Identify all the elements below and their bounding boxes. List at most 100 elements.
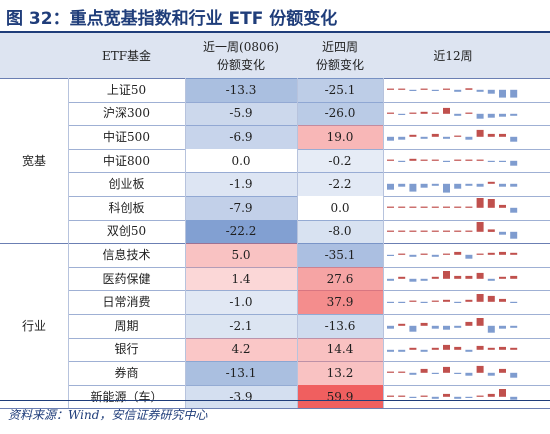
spark-bar xyxy=(420,111,428,114)
spark-bar xyxy=(420,302,428,304)
spark-bar xyxy=(510,113,518,116)
spark-bar xyxy=(465,88,473,90)
spark-bar xyxy=(409,372,417,375)
fund-name: 创业板 xyxy=(108,177,145,192)
week-change: -6.9 xyxy=(185,125,297,149)
week-change: -1.0 xyxy=(185,290,297,314)
fund-name: 券商 xyxy=(114,365,139,380)
sparkline-12-weeks xyxy=(387,318,518,333)
column-rule xyxy=(185,78,186,409)
spark-bar xyxy=(398,302,406,304)
spark-bar xyxy=(487,113,495,118)
sparkline-12-weeks xyxy=(387,221,518,239)
spark-bar xyxy=(398,395,406,397)
spark-bar xyxy=(431,159,439,161)
spark-bar xyxy=(398,136,406,140)
spark-bar xyxy=(454,113,462,116)
spark-bar xyxy=(387,136,394,141)
spark-bar xyxy=(431,254,439,257)
table-row: 医药保健 1.4 27.6 xyxy=(0,266,550,291)
sparkline-12-weeks xyxy=(387,198,518,213)
sparkline-12-weeks xyxy=(387,344,518,352)
row-rule xyxy=(68,337,550,339)
spark-bar xyxy=(454,230,462,232)
spark-bar xyxy=(476,89,484,92)
spark-bar xyxy=(510,372,518,378)
four-week-change: 19.0 xyxy=(297,125,383,149)
week-change: -7.9 xyxy=(185,196,297,220)
spark-bar xyxy=(387,395,394,397)
table-row: 创业板 -1.9 -2.2 xyxy=(0,172,550,196)
four-week-change: 59.9 xyxy=(297,384,383,409)
spark-bar xyxy=(420,395,428,397)
spark-bar xyxy=(499,346,506,350)
spark-bar xyxy=(499,89,506,98)
spark-bar xyxy=(499,231,506,235)
spark-bar xyxy=(443,206,450,208)
sparkline-12-weeks xyxy=(387,130,518,142)
spark-bar xyxy=(431,206,439,208)
spark-bar xyxy=(465,254,473,259)
spark-bar xyxy=(387,112,394,114)
spark-bar xyxy=(476,272,484,279)
header-four-line1: 近四周 xyxy=(321,39,358,54)
column-rule xyxy=(383,78,384,409)
spark-bar xyxy=(499,388,506,397)
spark-bar xyxy=(431,372,439,375)
spark-bar xyxy=(510,89,518,98)
spark-bar xyxy=(398,160,406,162)
row-rule xyxy=(68,148,550,150)
spark-bar xyxy=(465,396,473,398)
four-week-change: -26.0 xyxy=(297,101,383,126)
group-label: 行业 xyxy=(21,318,46,333)
spark-bar xyxy=(409,184,417,192)
spark-bar xyxy=(465,321,473,326)
spark-bar xyxy=(443,253,450,255)
fund-name: 医药保健 xyxy=(102,271,151,286)
spark-bar xyxy=(476,366,484,373)
spark-bar xyxy=(409,347,417,350)
spark-bar xyxy=(443,270,450,279)
fund-name: 信息技术 xyxy=(102,247,151,262)
spark-bar xyxy=(409,112,417,114)
spark-bar xyxy=(499,369,506,373)
fund-name: 中证500 xyxy=(103,129,150,144)
spark-bar xyxy=(465,275,473,279)
sparkline-12-weeks xyxy=(387,158,518,166)
spark-bar xyxy=(499,134,506,137)
bottom-rule xyxy=(0,400,550,401)
fund-name: 沪深300 xyxy=(103,106,150,121)
four-week-change: -13.6 xyxy=(297,314,383,338)
table-row: 信息技术 5.0 -35.1 xyxy=(0,243,550,267)
spark-bar xyxy=(510,347,518,350)
spark-bar xyxy=(398,323,406,326)
spark-bar xyxy=(465,112,473,114)
spark-bar xyxy=(454,184,462,190)
spark-bar xyxy=(465,349,473,352)
spark-bar xyxy=(510,160,518,166)
spark-bar xyxy=(409,254,417,257)
header-week-line1: 近一周(0806) xyxy=(203,39,279,54)
table-row: 科创板 -7.9 0.0 xyxy=(0,196,550,220)
row-rule xyxy=(68,361,550,363)
spark-bar xyxy=(454,396,462,399)
spark-bar xyxy=(443,393,450,397)
spark-bar xyxy=(454,275,462,279)
header-week: 近一周(0806) 份额变化 xyxy=(185,33,297,78)
spark-bar xyxy=(387,254,394,257)
spark-bar xyxy=(487,278,495,281)
week-change: -13.3 xyxy=(185,78,297,102)
table-row: 新能源（车） -3.9 59.9 xyxy=(0,384,550,409)
spark-bar xyxy=(454,252,462,255)
spark-bar xyxy=(398,88,406,90)
fund-name: 科创板 xyxy=(108,200,145,215)
spark-bar xyxy=(465,136,473,140)
spark-bar xyxy=(420,349,428,352)
spark-bar xyxy=(387,349,394,352)
week-change: -1.9 xyxy=(185,172,297,196)
fund-name: 周期 xyxy=(114,318,139,333)
spark-bar xyxy=(387,371,394,373)
spark-bar xyxy=(487,296,495,303)
spark-bar xyxy=(454,135,462,137)
spark-bar xyxy=(499,276,506,279)
